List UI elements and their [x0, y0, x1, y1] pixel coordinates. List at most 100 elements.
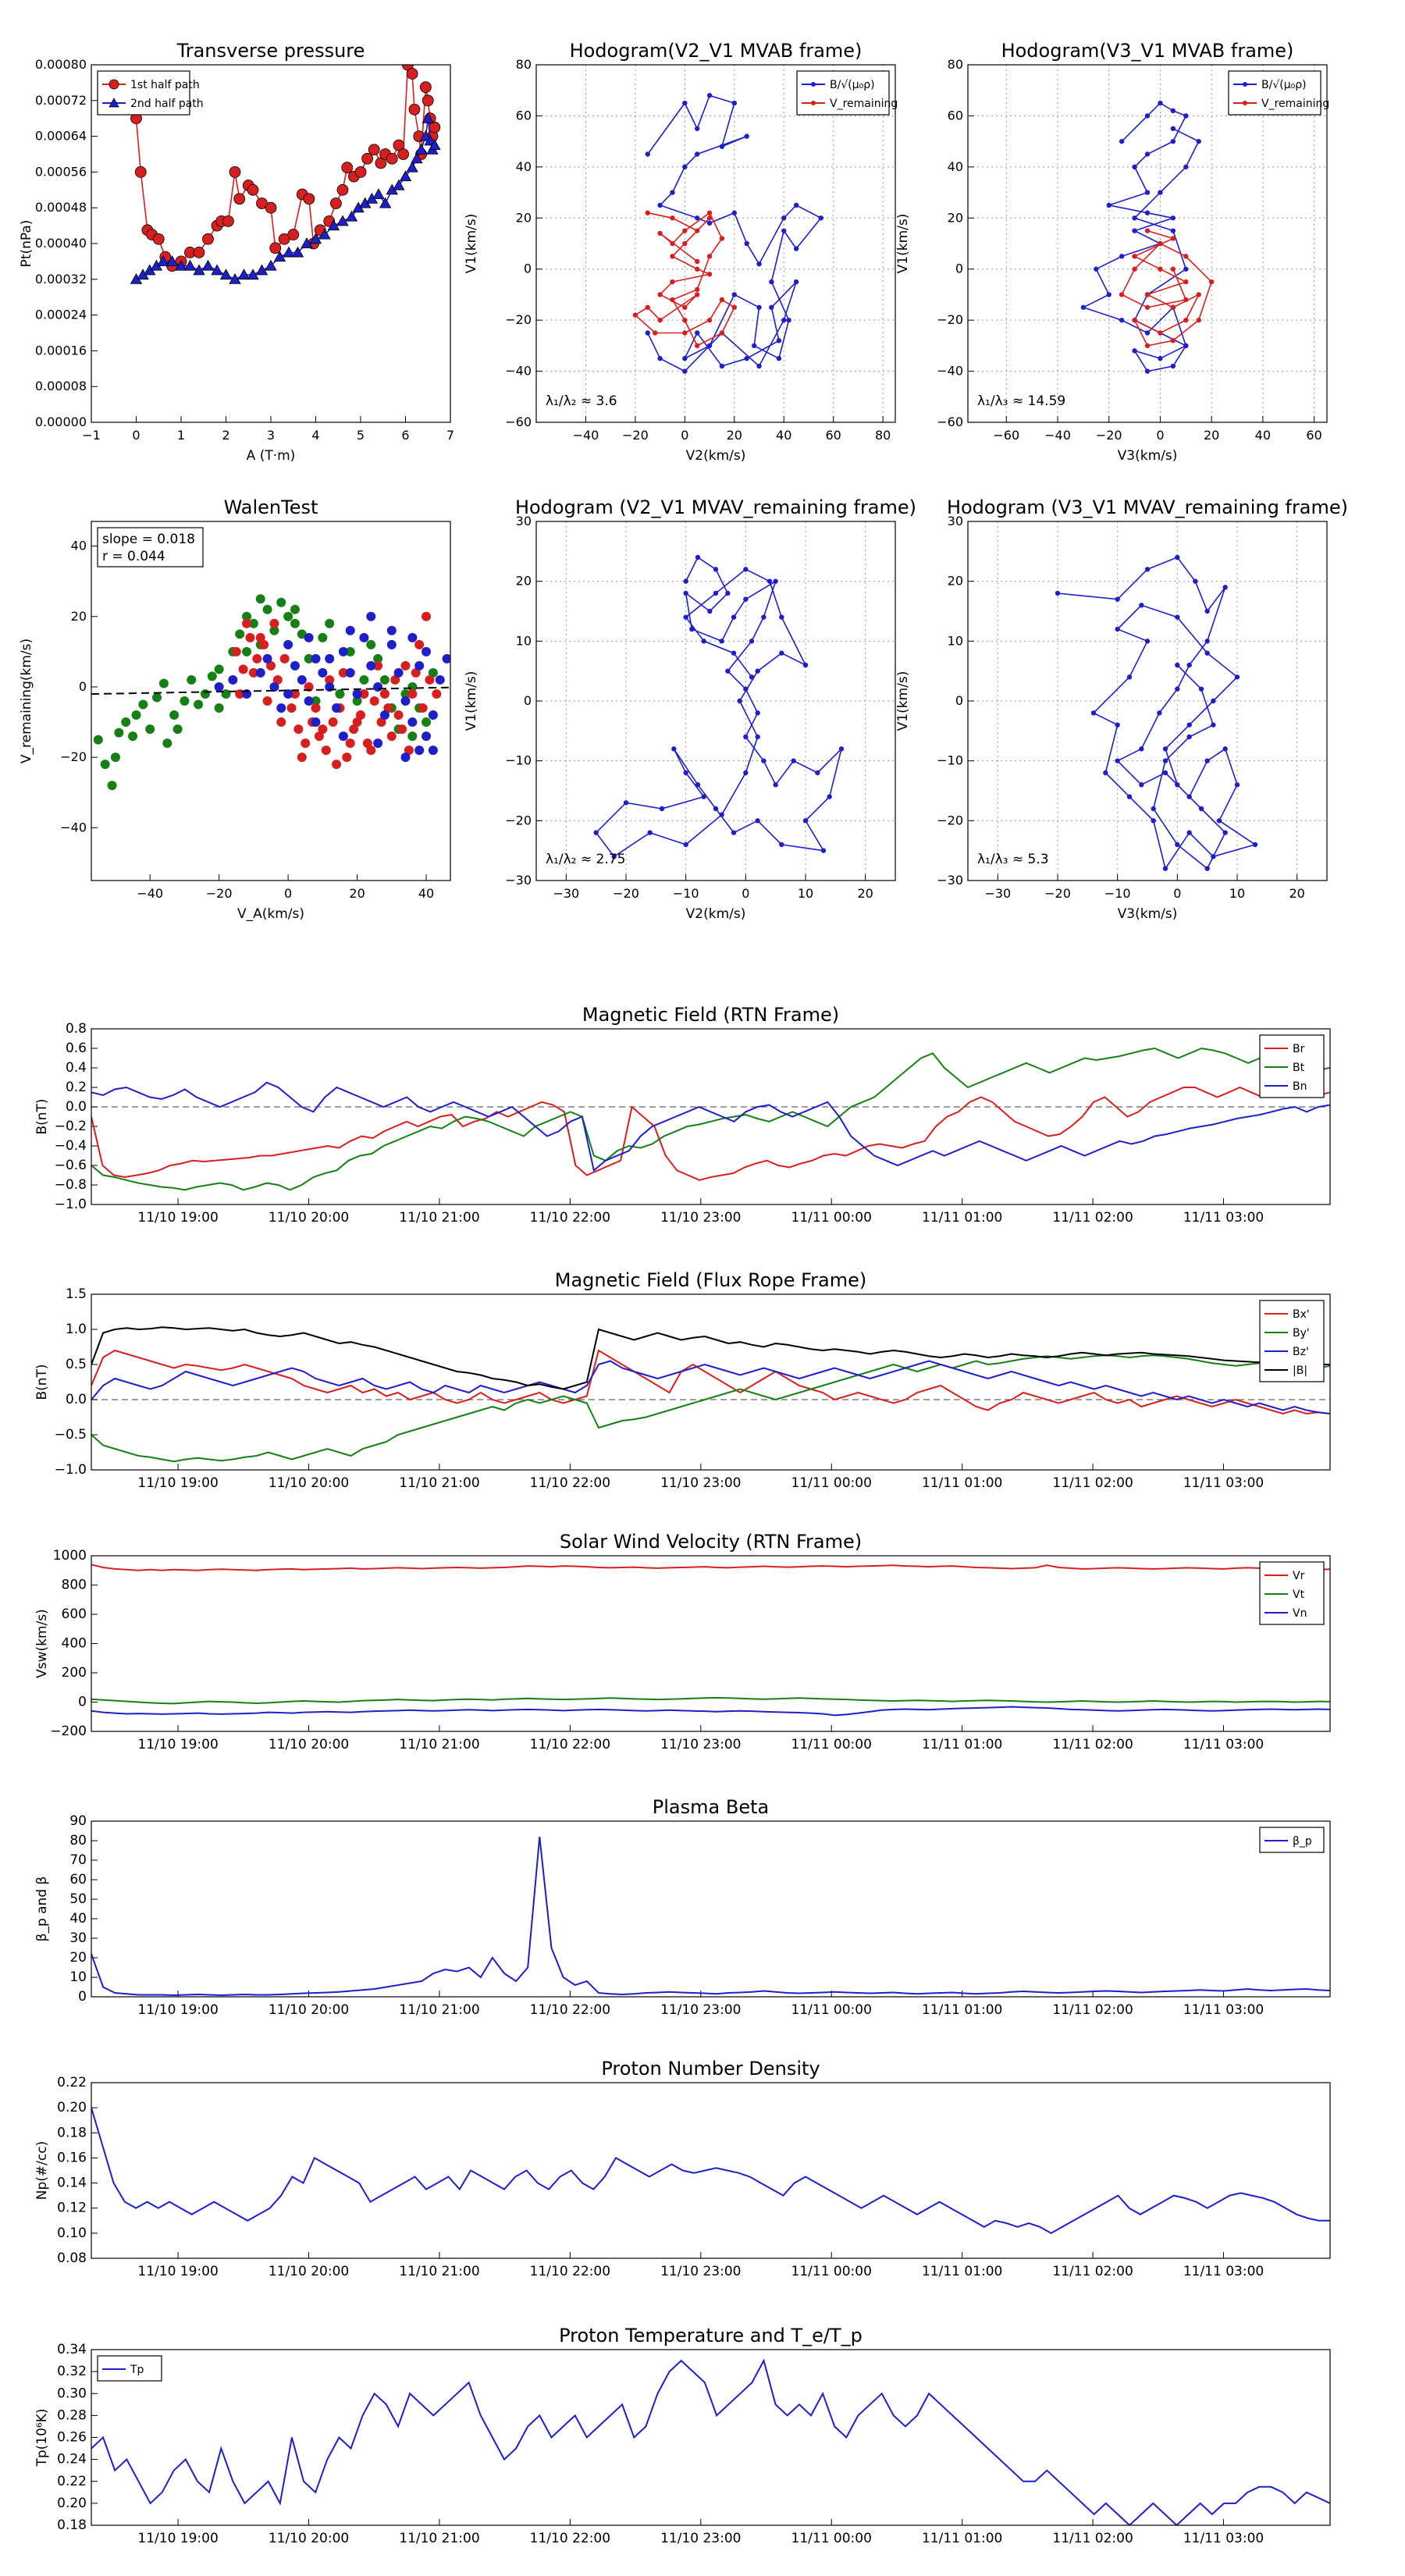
data-point	[1144, 330, 1151, 336]
data-point	[173, 724, 183, 735]
data-point	[781, 317, 787, 323]
data-point	[743, 686, 749, 692]
series-line-Bt	[91, 1047, 1330, 1191]
y-axis-label: B(nT)	[34, 1098, 50, 1134]
chart-title: Magnetic Field (Flux Rope Frame)	[555, 1269, 866, 1291]
data-point	[338, 646, 348, 656]
y-tick-label: 60	[69, 1872, 87, 1888]
data-point	[332, 760, 342, 770]
data-point	[376, 717, 386, 728]
data-point	[1204, 650, 1210, 656]
data-point	[645, 330, 650, 336]
data-point	[786, 317, 791, 323]
data-point	[1222, 746, 1228, 752]
data-point	[1094, 266, 1099, 272]
x-tick-label: 11/11 01:00	[922, 1475, 1002, 1491]
data-point	[309, 233, 322, 244]
data-point	[325, 674, 335, 685]
y-tick-label: 0	[78, 1695, 87, 1710]
data-point	[414, 143, 428, 155]
x-tick-label: −20	[622, 428, 649, 443]
x-tick-label: 80	[875, 428, 891, 443]
data-point	[187, 674, 197, 685]
legend: Vr Vt Vn	[1259, 1561, 1325, 1625]
x-tick-label: 0	[742, 886, 749, 901]
x-tick-label: 11/10 19:00	[137, 2264, 218, 2279]
data-point	[311, 696, 321, 706]
data-point	[779, 841, 784, 848]
legend-label: Bz'	[1293, 1346, 1309, 1358]
data-point	[779, 650, 784, 656]
y-tick-label: 0.22	[57, 2474, 87, 2489]
data-point	[769, 304, 774, 310]
data-point	[229, 165, 241, 178]
y-tick-label: 70	[69, 1852, 87, 1868]
y-tick-label: 50	[69, 1891, 87, 1907]
x-axis-label: V2(km/s)	[686, 448, 746, 464]
data-point	[265, 259, 277, 271]
data-point	[1139, 603, 1144, 608]
data-point	[683, 590, 688, 596]
x-tick-label: 60	[1306, 428, 1321, 443]
data-point	[1183, 164, 1189, 170]
data-point	[290, 660, 300, 671]
data-point	[321, 745, 331, 756]
y-tick-label: −40	[60, 820, 87, 834]
data-point	[356, 710, 365, 720]
x-axis-label: V_A(km/s)	[237, 906, 304, 922]
data-point	[1132, 317, 1137, 323]
x-tick-label: −10	[1104, 886, 1131, 901]
ratio-annotation: λ₁/λ₃ ≈ 14.59	[977, 393, 1065, 409]
data-point	[369, 696, 379, 706]
data-point	[670, 215, 675, 221]
data-point	[341, 162, 354, 174]
data-point	[169, 710, 180, 720]
x-tick-label: 20	[1289, 886, 1304, 901]
chart-title: Hodogram(V2_V1 MVAB frame)	[570, 40, 863, 62]
legend-label: |B|	[1293, 1364, 1307, 1377]
data-point	[653, 330, 658, 336]
data-point	[706, 272, 713, 277]
x-tick-label: 11/10 23:00	[660, 2531, 741, 2546]
y-tick-label: 80	[948, 57, 963, 72]
chart-title: Transverse pressure	[176, 40, 365, 62]
data-point	[1106, 202, 1112, 208]
data-point	[411, 152, 423, 164]
data-point	[1183, 297, 1189, 303]
y-axis-label: β_p and β	[34, 1877, 50, 1942]
data-point	[1183, 343, 1189, 349]
data-point	[1175, 841, 1180, 848]
x-tick-label: −20	[1096, 428, 1122, 443]
legend-box	[796, 70, 890, 116]
series-line-Vt	[91, 1696, 1330, 1705]
data-point	[682, 100, 688, 106]
data-point	[325, 653, 335, 664]
series-line-Bn	[91, 1081, 1330, 1172]
y-tick-label: 0.16	[57, 2150, 87, 2165]
y-tick-label: 0.00064	[35, 129, 87, 144]
data-point	[283, 611, 293, 621]
data-point	[248, 618, 258, 628]
data-point	[290, 688, 300, 699]
data-point	[286, 703, 297, 713]
data-point	[793, 202, 799, 208]
data-point	[719, 812, 724, 817]
stats-box	[97, 527, 204, 568]
data-point	[238, 664, 248, 674]
data-point	[329, 197, 342, 209]
data-layer	[1055, 554, 1258, 871]
y-tick-label: −60	[937, 415, 963, 429]
data-point	[1162, 746, 1168, 752]
chart-title: Hodogram (V2_V1 MVAV_remaining frame)	[515, 496, 916, 518]
legend: β_p	[1259, 1827, 1325, 1853]
x-tick-label: −40	[1044, 428, 1071, 443]
data-point	[1119, 292, 1125, 297]
data-point	[670, 279, 675, 285]
data-point	[152, 692, 162, 703]
x-tick-label: 11/11 01:00	[922, 2264, 1002, 2279]
y-axis-label: V1(km/s)	[895, 671, 911, 731]
data-point	[713, 590, 719, 596]
data-point	[769, 279, 774, 285]
data-point	[1158, 240, 1163, 247]
data-point	[731, 100, 737, 106]
